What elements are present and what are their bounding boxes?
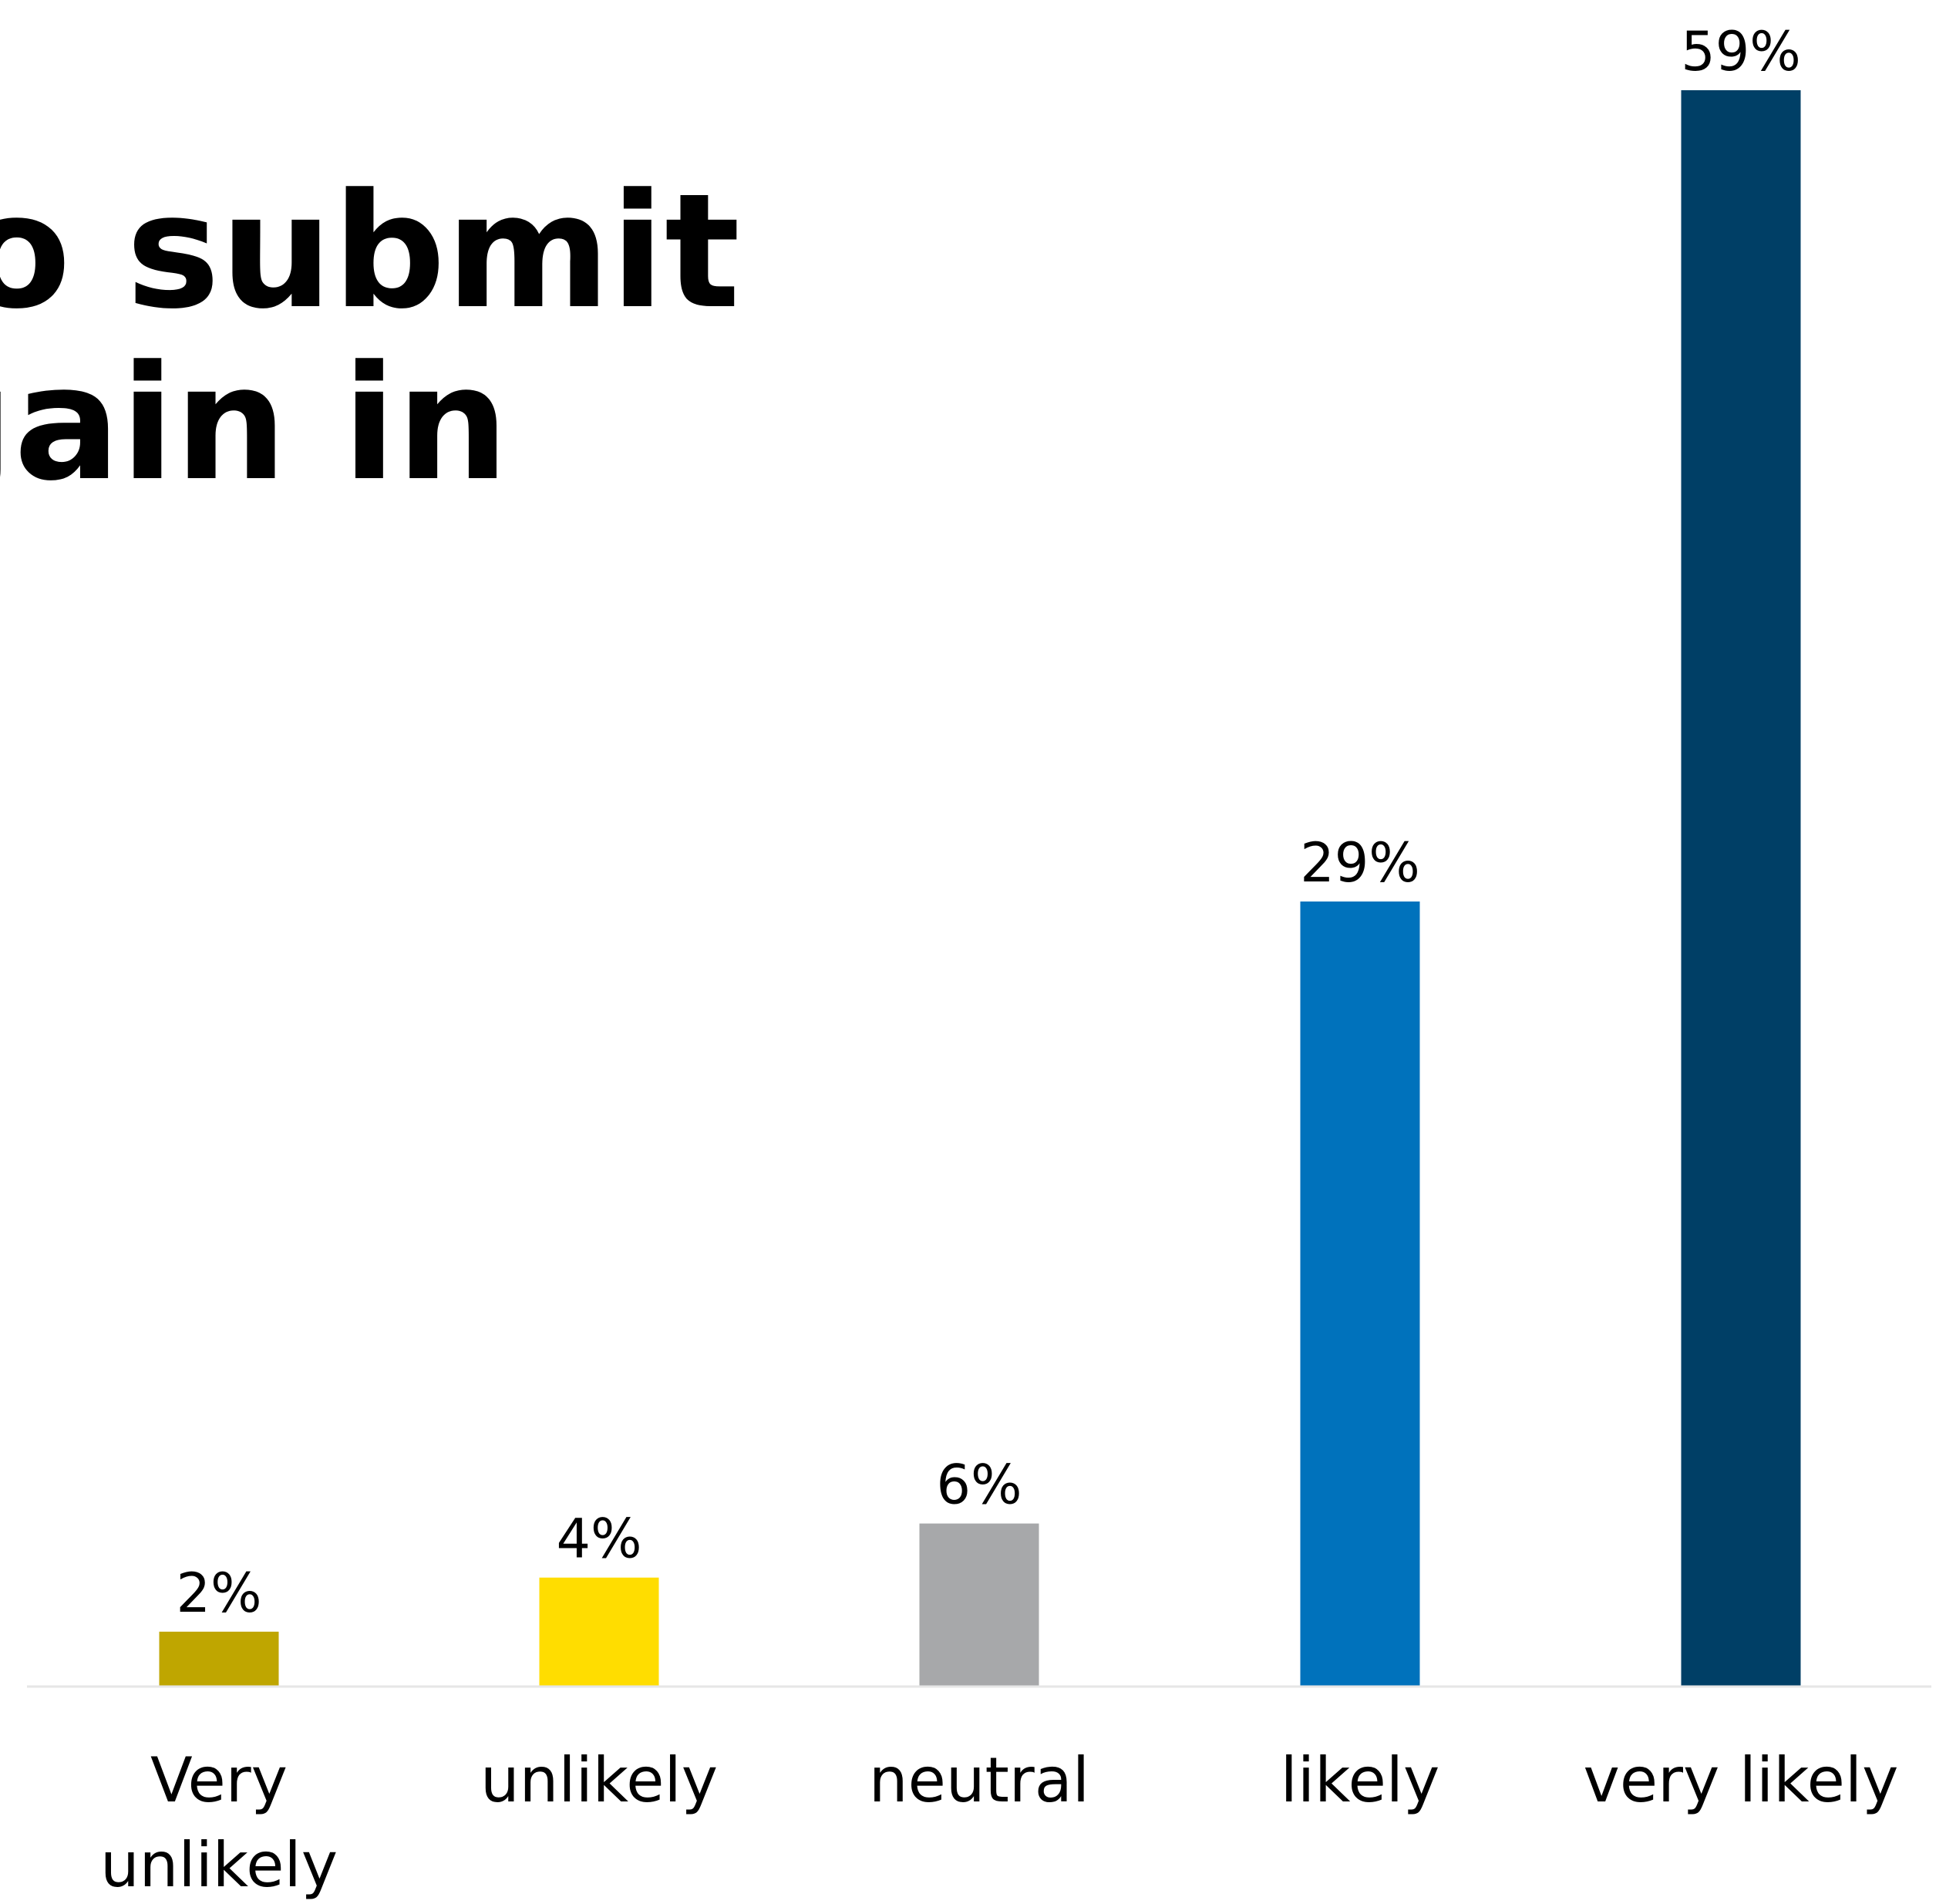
bar-2 — [919, 1523, 1039, 1686]
value-label-4: 59% — [1681, 20, 1801, 83]
bar-0 — [159, 1631, 279, 1686]
category-label-0: Very unlikely — [100, 1744, 338, 1901]
value-label-2: 6% — [936, 1454, 1022, 1517]
category-label-1: unlikely — [480, 1744, 718, 1816]
chart-title-line-1: o submit — [0, 160, 740, 344]
chart-title-line-2: gain in — [0, 332, 509, 516]
value-label-0: 2% — [176, 1562, 261, 1625]
category-label-4: very likely — [1584, 1744, 1899, 1816]
bar-4 — [1681, 90, 1801, 1686]
bar-3 — [1300, 901, 1420, 1686]
bar-1 — [539, 1577, 659, 1686]
value-label-3: 29% — [1300, 831, 1420, 895]
value-label-1: 4% — [556, 1508, 641, 1571]
category-label-3: likely — [1281, 1744, 1440, 1816]
chart-title: o submit gain in — [0, 0, 771, 540]
category-label-2: neutral — [869, 1744, 1089, 1816]
